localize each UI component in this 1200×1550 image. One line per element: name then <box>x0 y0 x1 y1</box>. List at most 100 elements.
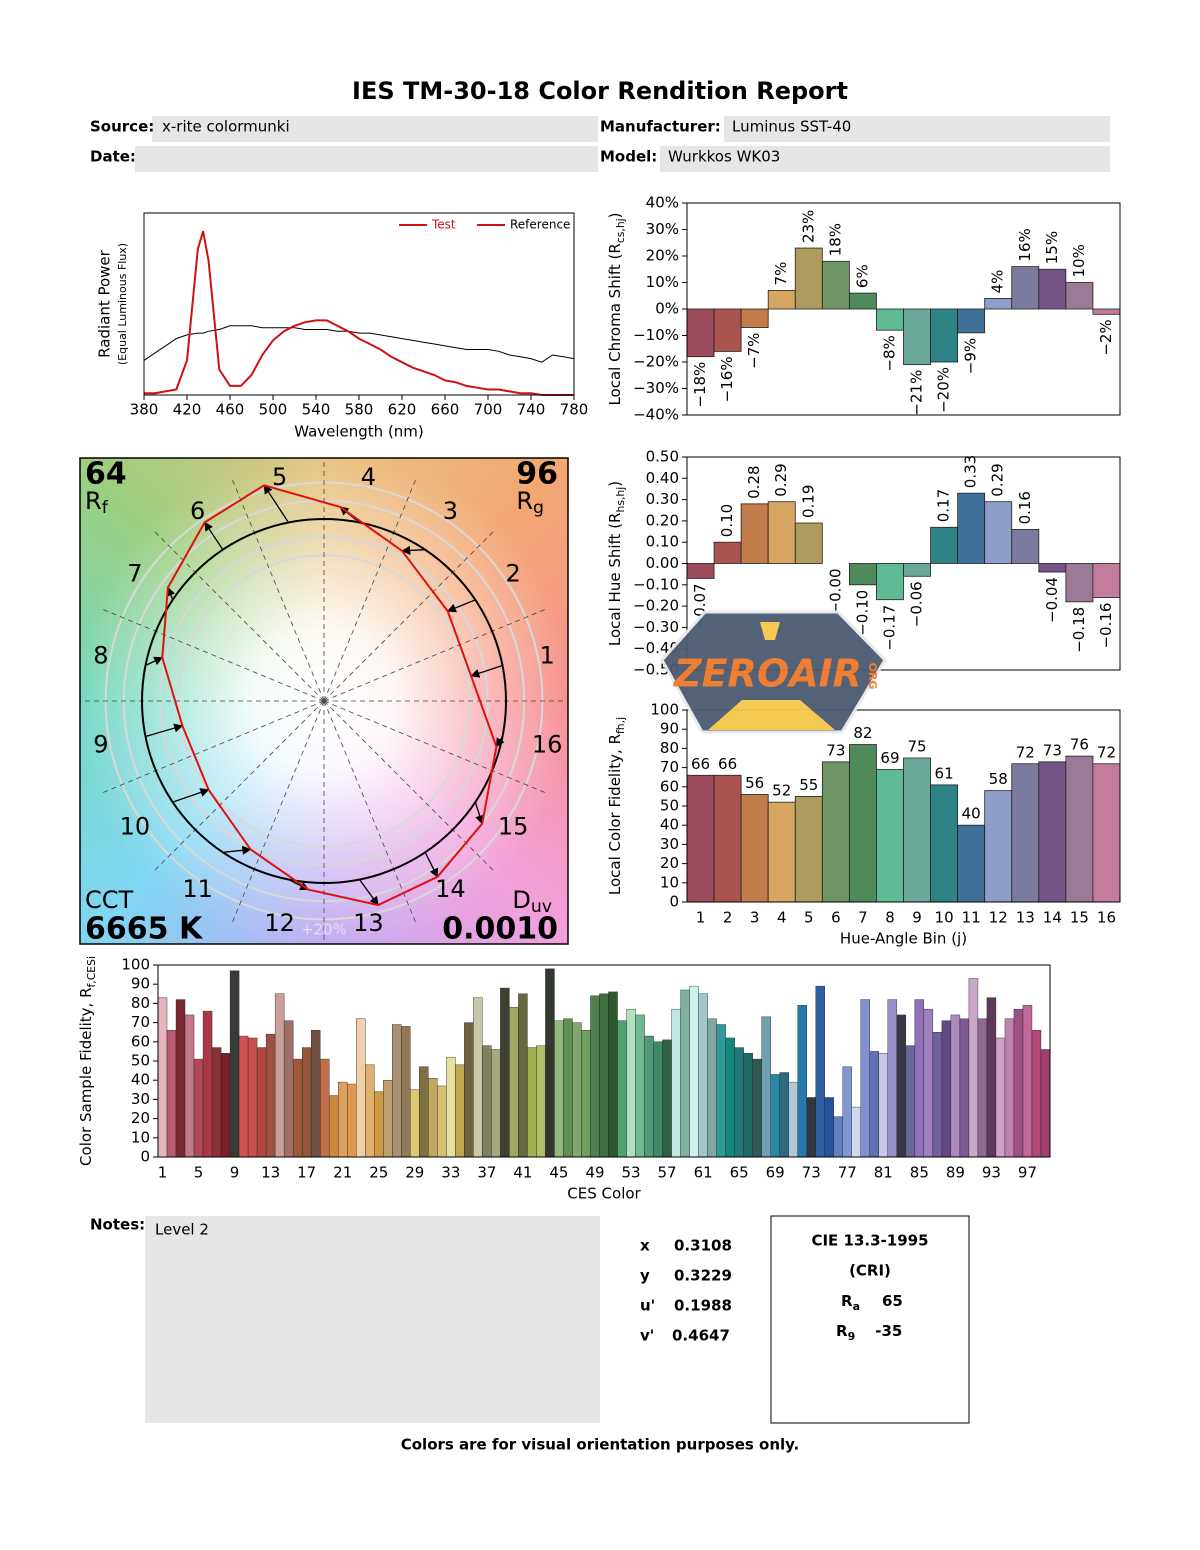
chroma-value: 0.1988 <box>674 1297 732 1315</box>
bar <box>984 501 1013 564</box>
bar <box>374 1091 384 1158</box>
x-tick-label: 1 <box>696 909 706 927</box>
y-axis-label-part: fh,j <box>614 717 627 734</box>
rf-value: 64 <box>85 457 127 492</box>
bar <box>689 985 699 1158</box>
x-tick-label: 81 <box>874 1164 893 1182</box>
bar <box>338 1081 348 1158</box>
bar <box>740 794 769 903</box>
bar <box>599 993 609 1158</box>
bin-boundary <box>323 700 547 794</box>
y-tick-label: 90 <box>131 975 150 993</box>
bar <box>626 1008 636 1158</box>
field-box <box>660 146 1110 172</box>
field-box <box>135 146 598 172</box>
value-label: −21% <box>908 370 926 416</box>
bar <box>957 308 986 334</box>
y-tick-label: 20% <box>646 247 679 265</box>
bar <box>1040 1049 1051 1158</box>
y-tick-label: 20 <box>660 854 679 872</box>
y-tick-label: 0 <box>669 893 679 911</box>
bin-label: 13 <box>353 909 384 937</box>
bar <box>876 563 904 601</box>
bar <box>851 1106 861 1158</box>
value-label: 66 <box>691 755 710 773</box>
bar <box>794 522 823 564</box>
x-tick-label: 1 <box>158 1164 168 1182</box>
y-tick-label: 0 <box>140 1148 150 1166</box>
bin-boundary <box>231 700 325 924</box>
bar <box>1065 282 1094 310</box>
y-tick-label: 100 <box>121 956 150 974</box>
x-tick-label: 660 <box>431 401 460 419</box>
value-label: 76 <box>1070 736 1089 754</box>
x-tick-label: 73 <box>802 1164 821 1182</box>
y-tick-label: 20 <box>131 1109 150 1127</box>
bar <box>740 503 769 564</box>
watermark-text: ZEROAIR <box>673 652 862 696</box>
value-label: 16% <box>1016 228 1034 261</box>
x-tick-label: 9 <box>230 1164 240 1182</box>
x-tick-label: 41 <box>513 1164 532 1182</box>
value-label: 55 <box>799 776 818 794</box>
bar <box>545 968 555 1158</box>
duv-label: Duv <box>512 886 552 917</box>
bar <box>509 1007 519 1158</box>
chroma-label: u' <box>640 1297 655 1315</box>
bar <box>166 1030 177 1158</box>
value-label: 61 <box>935 764 954 782</box>
cri-ra: Ra 65 <box>841 1292 903 1314</box>
bar <box>821 761 850 903</box>
bar <box>671 1008 681 1158</box>
bar <box>752 1058 762 1158</box>
rg-label-part: g <box>533 498 544 518</box>
x-tick-label: 380 <box>130 401 159 419</box>
value-label: −18% <box>691 362 709 408</box>
bar <box>265 1033 276 1158</box>
y-tick-label: 90 <box>660 720 679 738</box>
bar <box>491 1049 501 1158</box>
value-label: 7% <box>772 262 790 286</box>
bar <box>392 1024 402 1158</box>
watermark-badge <box>660 610 887 734</box>
x-tick-label: 33 <box>441 1164 460 1182</box>
bar <box>1031 1030 1042 1158</box>
bin-label: 6 <box>190 497 205 525</box>
value-label: −2% <box>1097 319 1115 355</box>
y-axis-label-part: Local Hue Shift (R <box>606 513 624 647</box>
field-value: Wurkkos WK03 <box>668 148 780 166</box>
value-label: −7% <box>745 333 763 369</box>
bar <box>175 999 186 1158</box>
value-label: 72 <box>1016 743 1035 761</box>
bin-boundary <box>323 478 417 702</box>
bar <box>767 501 796 564</box>
bar <box>653 1041 663 1158</box>
bar <box>950 1014 961 1158</box>
bar <box>914 999 925 1158</box>
y-tick-label: 50 <box>131 1052 150 1070</box>
bar <box>256 1047 267 1158</box>
y-tick-label: 0.50 <box>646 448 679 466</box>
test-polygon <box>161 484 498 907</box>
bin-label: 12 <box>264 909 295 937</box>
y-axis-label-part: f,CESi <box>85 956 98 987</box>
y-tick-label: 40 <box>131 1071 150 1089</box>
cri-r9-value: -35 <box>875 1322 902 1340</box>
x-tick-label: 13 <box>261 1164 280 1182</box>
cri-r9-label: R <box>836 1322 848 1340</box>
x-tick-label: 5 <box>194 1164 204 1182</box>
bar <box>903 757 931 903</box>
x-tick-label: 2 <box>723 909 733 927</box>
bar <box>1011 529 1040 564</box>
x-tick-label: 11 <box>962 909 981 927</box>
value-label: 0.33 <box>962 455 980 488</box>
y-tick-label: 0.30 <box>646 490 679 508</box>
x-tick-label: 15 <box>1070 909 1089 927</box>
x-tick-label: 10 <box>935 909 954 927</box>
value-label: −9% <box>962 338 980 374</box>
bar <box>713 541 742 564</box>
chroma-label: y <box>640 1267 650 1285</box>
bar <box>770 1074 780 1158</box>
y-tick-label: 40% <box>646 194 679 212</box>
